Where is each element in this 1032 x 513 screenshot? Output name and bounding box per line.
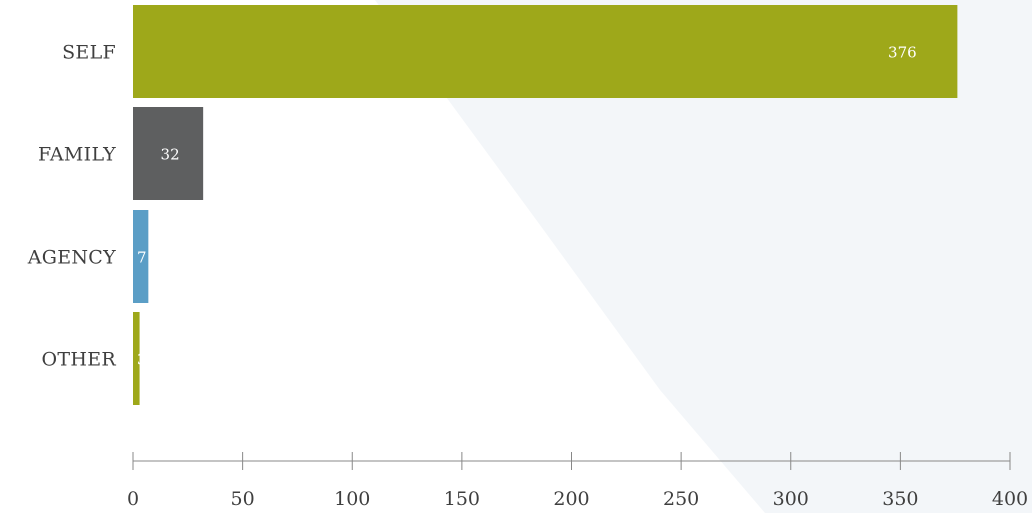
data-label-family: 32	[161, 146, 180, 164]
category-label-other: OTHER	[42, 349, 117, 371]
category-label-self: SELF	[62, 42, 116, 64]
x-tick-label-0: 0	[127, 488, 139, 510]
background-accent-shape	[375, 0, 1032, 513]
bars-layer	[133, 5, 958, 405]
x-axis: 0 50 100 150 200 250 300 350 400	[127, 452, 1028, 510]
category-label-agency: AGENCY	[27, 247, 116, 269]
category-labels-layer: SELF FAMILY AGENCY OTHER	[27, 42, 117, 371]
data-label-other: 3	[137, 351, 147, 369]
x-tick-label-300: 300	[773, 488, 809, 510]
data-labels-layer: 376 32 7 3	[137, 44, 917, 369]
x-tick-label-100: 100	[334, 488, 370, 510]
x-tick-label-350: 350	[882, 488, 918, 510]
bar-agency	[133, 210, 149, 303]
data-label-self: 376	[888, 44, 917, 62]
bar-other	[133, 312, 140, 405]
data-label-agency: 7	[137, 249, 147, 267]
category-label-family: FAMILY	[38, 144, 116, 166]
bar-family	[133, 107, 204, 200]
x-tick-label-250: 250	[663, 488, 699, 510]
x-tick-label-150: 150	[444, 488, 480, 510]
x-tick-label-200: 200	[553, 488, 589, 510]
x-tick-label-400: 400	[992, 488, 1028, 510]
x-tick-label-50: 50	[231, 488, 255, 510]
bar-self	[133, 5, 958, 98]
